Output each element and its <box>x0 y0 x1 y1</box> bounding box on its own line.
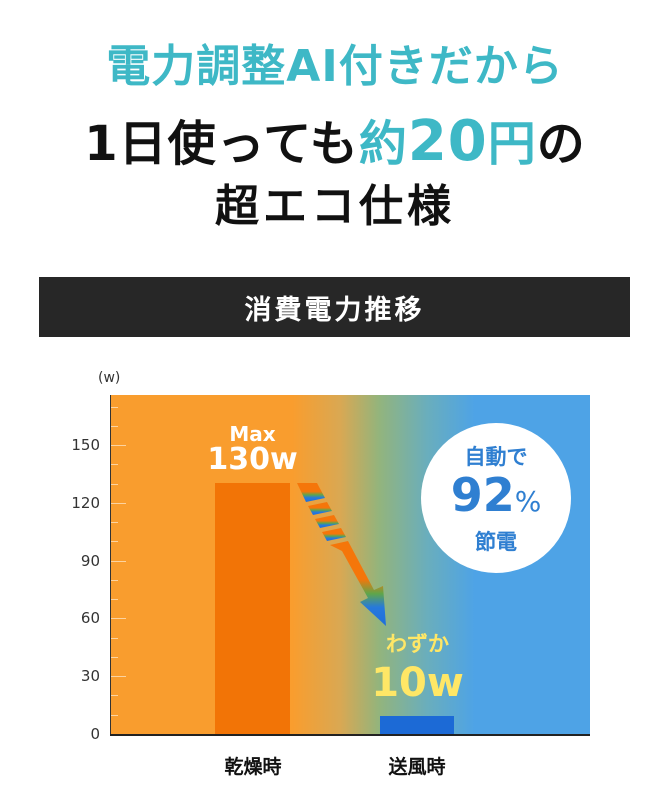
headline-cost-approx: 約 <box>358 116 408 172</box>
bar-fan-mode <box>380 716 454 734</box>
headline-cost-number: 20 <box>407 109 488 174</box>
minor-tick <box>110 541 118 542</box>
minor-tick <box>110 522 118 523</box>
headline-cost-yen: 円 <box>487 116 537 172</box>
bar-dry-label-value: 130w <box>207 442 298 477</box>
bar-dry-mode <box>215 483 290 734</box>
minor-tick <box>110 426 118 427</box>
x-category-fan: 送風時 <box>388 756 446 778</box>
savings-badge: 自動で 92% 節電 <box>421 423 571 573</box>
minor-tick <box>110 599 118 600</box>
bar-fan-label-small: わずか <box>386 632 449 656</box>
badge-number: 92 <box>450 467 515 522</box>
minor-tick <box>110 657 118 658</box>
y-tick-label: 90 <box>80 552 100 570</box>
y-tick-label: 150 <box>71 436 100 454</box>
major-tick <box>110 676 126 677</box>
chart-title-banner: 消費電力推移 <box>39 277 630 337</box>
y-tick-label: 60 <box>80 609 100 627</box>
major-tick <box>110 503 126 504</box>
major-tick <box>110 561 126 562</box>
y-axis-unit: (w) <box>98 370 121 386</box>
chart-title: 消費電力推移 <box>244 294 425 326</box>
badge-line-auto: 自動で <box>464 444 528 469</box>
x-axis <box>110 734 590 736</box>
major-tick <box>110 445 126 446</box>
bar-dry-label-small: Max <box>229 422 276 446</box>
badge-line-save: 節電 <box>475 529 517 554</box>
badge-percent: 92% <box>451 471 542 526</box>
minor-tick <box>110 715 118 716</box>
decrease-arrow-icon <box>297 483 386 626</box>
y-tick-label: 30 <box>80 667 100 685</box>
badge-unit: % <box>514 484 542 518</box>
headline-ai-power: 電力調整AI付きだから <box>106 41 564 92</box>
headline-cost: 1日使っても約20円の <box>0 104 670 174</box>
x-category-dry: 乾燥時 <box>224 756 282 778</box>
minor-tick <box>110 464 118 465</box>
major-tick <box>110 618 126 619</box>
bar-fan-label-value: 10w <box>371 660 464 706</box>
headline-cost-suffix: の <box>536 116 586 172</box>
minor-tick <box>110 695 118 696</box>
y-axis <box>110 395 111 735</box>
minor-tick <box>110 407 118 408</box>
y-tick-label: 120 <box>71 494 100 512</box>
y-tick-label: 0 <box>90 725 100 743</box>
minor-tick <box>110 580 118 581</box>
minor-tick <box>110 638 118 639</box>
minor-tick <box>110 484 118 485</box>
headline-eco: 超エコ仕様 <box>215 181 455 232</box>
headline-cost-prefix: 1日使っても <box>84 116 359 172</box>
